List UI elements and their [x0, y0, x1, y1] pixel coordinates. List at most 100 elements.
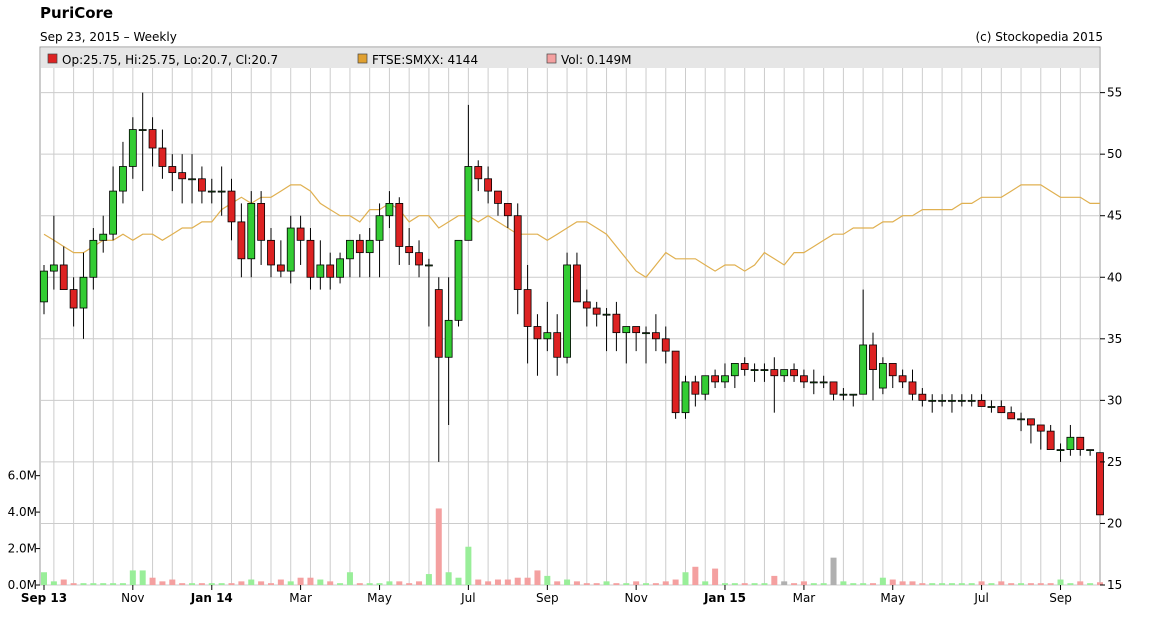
- volume-bar: [435, 508, 442, 585]
- volume-bar: [346, 572, 353, 585]
- volume-bar: [159, 581, 166, 585]
- volume-bar: [692, 566, 699, 585]
- candle-body: [651, 332, 660, 340]
- candle-body: [227, 190, 236, 223]
- candle-body: [237, 221, 246, 260]
- volume-bar: [524, 577, 531, 585]
- volume-bar: [889, 579, 896, 585]
- volume-bar: [60, 579, 67, 585]
- volume-bar: [781, 581, 788, 585]
- candle-body: [316, 264, 325, 278]
- volume-bar: [297, 577, 304, 585]
- legend-entry: FTSE:SMXX: 4144: [372, 53, 478, 67]
- volume-bar: [129, 570, 136, 585]
- volume-bar: [731, 583, 738, 585]
- candle-body: [119, 166, 127, 192]
- chart-subtitle: Sep 23, 2015 – Weekly: [40, 30, 177, 44]
- vol-tick-label: 6.0M: [8, 469, 37, 483]
- volume-bar: [741, 583, 748, 585]
- volume-bar: [258, 581, 265, 585]
- candle-body: [1056, 449, 1065, 451]
- candle-body: [957, 399, 966, 402]
- candle-body: [829, 381, 838, 395]
- volume-bar: [1027, 583, 1034, 585]
- volume-bar: [939, 583, 946, 585]
- volume-bar: [267, 583, 274, 585]
- volume-bar: [277, 579, 284, 585]
- candle-body: [207, 190, 216, 193]
- volume-bar: [810, 583, 817, 585]
- candle-body: [740, 363, 749, 370]
- candle-body: [395, 203, 404, 247]
- candle-body: [701, 375, 710, 395]
- volume-bar: [1018, 583, 1025, 585]
- volume-bar: [228, 583, 235, 585]
- volume-bar: [771, 575, 778, 585]
- legend-entry: Op:25.75, Hi:25.75, Lo:20.7, Cl:20.7: [62, 53, 278, 67]
- candle-body: [89, 239, 98, 278]
- legend-swatch: [357, 53, 368, 64]
- candle-body: [543, 332, 552, 340]
- candle-body: [1046, 430, 1055, 450]
- candle-body: [296, 227, 305, 241]
- volume-bar: [396, 581, 403, 585]
- x-tick-label: Nov: [121, 591, 144, 605]
- volume-bar: [149, 577, 156, 585]
- candle-body: [79, 276, 88, 309]
- candle-body: [928, 399, 937, 402]
- volume-bar: [623, 583, 630, 585]
- candle-body: [878, 363, 887, 389]
- volume-bar: [366, 583, 373, 585]
- candle-body: [1036, 424, 1045, 432]
- y-tick-label: 50: [1107, 147, 1122, 161]
- candle-body: [59, 264, 68, 290]
- volume-bar: [672, 579, 679, 585]
- candle-body: [99, 233, 108, 241]
- volume-bar: [80, 583, 87, 585]
- candle-body: [780, 369, 789, 377]
- x-tick-label: Jan 14: [190, 591, 233, 605]
- candle-body: [168, 166, 177, 174]
- x-tick-label: Sep: [536, 591, 559, 605]
- volume-bar: [1057, 579, 1064, 585]
- volume-bar: [899, 581, 906, 585]
- x-tick-label: May: [367, 591, 392, 605]
- candle-body: [1017, 418, 1025, 421]
- volume-bar: [1087, 583, 1094, 585]
- candle-body: [424, 264, 433, 267]
- volume-bar: [327, 581, 334, 585]
- volume-bar: [751, 583, 758, 585]
- volume-bar: [356, 583, 363, 585]
- volume-bar: [50, 581, 57, 585]
- x-tick-label: Jan 15: [703, 591, 746, 605]
- index-line: [43, 184, 1100, 279]
- volume-bar: [583, 583, 590, 585]
- candle-body: [503, 203, 512, 217]
- candle-body: [306, 239, 315, 278]
- volume-bar: [850, 583, 857, 585]
- candle-body: [997, 406, 1006, 414]
- candle-body: [819, 381, 828, 384]
- volume-bar: [909, 581, 916, 585]
- candle-body: [513, 215, 522, 290]
- volume-bar: [90, 583, 97, 585]
- candle-body: [849, 393, 858, 396]
- axes: 15 20 25 30 35 40 45 50 55 0.0M 2.0M 4.0M 6.0M Sep 13…: [8, 86, 1123, 605]
- y-tick-label: 35: [1107, 332, 1122, 346]
- candle-body: [375, 215, 384, 241]
- volume-bar: [100, 583, 107, 585]
- candle-body: [286, 227, 295, 272]
- volume-bar: [633, 581, 640, 585]
- candle-body: [415, 252, 423, 266]
- candle-body: [592, 307, 601, 315]
- candle-body: [1086, 449, 1095, 451]
- volume-bar: [919, 583, 926, 585]
- volume-bar: [860, 583, 867, 585]
- vol-tick-label: 2.0M: [8, 542, 37, 556]
- volume-bar: [110, 583, 117, 585]
- candle-body: [178, 172, 187, 180]
- candle-body: [622, 326, 631, 334]
- candle-body: [444, 319, 453, 358]
- candle-body: [494, 190, 502, 204]
- y-tick-label: 40: [1107, 270, 1122, 284]
